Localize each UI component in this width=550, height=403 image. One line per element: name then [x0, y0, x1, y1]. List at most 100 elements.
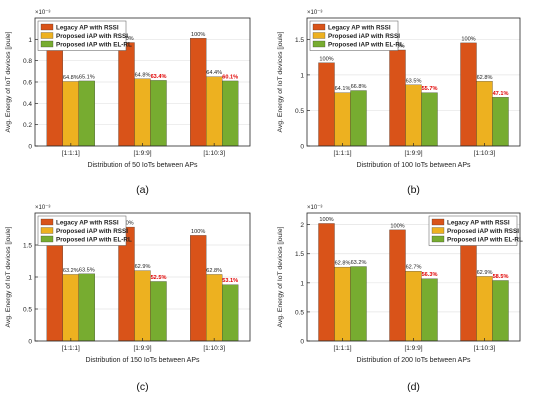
legend-entry: Proposed iAP with EL-RL	[56, 237, 132, 244]
x-tick-label: [1:9:9]	[404, 150, 422, 157]
legend-entry: Legacy AP with RSSI	[328, 25, 391, 32]
x-tick-label: [1:10:3]	[474, 345, 496, 352]
bar	[334, 266, 351, 342]
bar	[334, 92, 351, 147]
legend-swatch	[312, 32, 326, 39]
bar	[206, 76, 223, 147]
y-axis-label: Avg. Energy of IoT devices [joule]	[277, 31, 284, 132]
panel-caption: (d)	[407, 381, 420, 393]
bar	[78, 80, 95, 147]
legend-swatch	[312, 23, 326, 31]
bar	[222, 284, 239, 342]
y-exponent-label: ×10⁻³	[35, 10, 50, 16]
data-label: 100%	[119, 36, 133, 42]
y-tick-label: 2	[300, 222, 304, 229]
x-tick-label: [1:10:3]	[203, 345, 225, 352]
data-label: 63.2%	[351, 260, 367, 266]
data-label: 55.7%	[422, 86, 438, 92]
legend-entry: Proposed iAP with RSSI	[328, 33, 400, 40]
legend-swatch	[40, 235, 54, 243]
y-tick-label: 0.5	[23, 307, 32, 314]
y-tick-label: 1.5	[295, 37, 304, 44]
legend-swatch	[40, 32, 54, 39]
y-tick-label: 1	[300, 72, 304, 79]
data-label: 62.8%	[477, 75, 493, 81]
y-tick-label: 0.5	[295, 309, 304, 316]
data-label: 63.5%	[406, 78, 422, 84]
bar	[78, 273, 95, 342]
bar	[318, 223, 335, 342]
bar	[492, 97, 509, 147]
x-axis-label: Distribution of 100 IoTs between APs	[356, 162, 471, 169]
bar	[476, 81, 493, 147]
y-tick-label: 1.5	[23, 243, 32, 250]
x-tick-label: [1:9:9]	[404, 345, 422, 352]
data-label: 65.1%	[79, 74, 95, 80]
legend-swatch	[431, 235, 445, 243]
bar	[476, 276, 493, 342]
data-label: 64.8%	[63, 75, 79, 81]
y-tick-label: 1.5	[295, 251, 304, 258]
x-tick-label: [1:10:3]	[474, 150, 496, 157]
data-label: 60.1%	[222, 74, 238, 80]
bar	[190, 38, 207, 147]
x-tick-label: [1:1:1]	[62, 345, 80, 352]
legend-entry: Proposed iAP with EL-RL	[447, 237, 523, 244]
bar	[206, 274, 223, 342]
x-tick-label: [1:1:1]	[333, 345, 351, 352]
x-tick-label: [1:9:9]	[133, 345, 151, 352]
y-tick-label: 0	[300, 339, 304, 346]
y-tick-label: 1	[300, 280, 304, 287]
y-tick-label: 0	[28, 339, 32, 346]
bar	[46, 235, 63, 342]
bar	[405, 84, 422, 147]
bar	[134, 78, 151, 147]
panel-caption: (b)	[407, 184, 420, 196]
bar	[405, 271, 422, 342]
bar	[62, 274, 79, 342]
y-exponent-label: ×10⁻³	[307, 205, 322, 211]
legend-entry: Proposed iAP with RSSI	[447, 228, 519, 235]
data-label: 52.5%	[151, 275, 167, 281]
y-exponent-label: ×10⁻³	[307, 10, 322, 16]
data-label: 64.4%	[206, 70, 222, 76]
bar	[350, 90, 367, 147]
legend-entry: Legacy AP with RSSI	[56, 220, 119, 227]
y-tick-label: 0.5	[295, 108, 304, 115]
axes-frame	[34, 17, 251, 147]
legend-swatch	[40, 218, 54, 226]
y-axis-label: Avg. Energy of IoT devices [joule]	[5, 226, 12, 327]
bar	[118, 42, 135, 147]
bar	[460, 237, 477, 342]
data-label: 66.8%	[351, 84, 367, 90]
bar	[460, 42, 477, 147]
legend-swatch	[40, 40, 54, 48]
bar	[150, 281, 167, 342]
legend-entry: Proposed iAP with EL-RL	[56, 42, 132, 49]
legend-swatch	[431, 227, 445, 234]
data-label: 64.1%	[335, 86, 351, 92]
data-label: 63.2%	[63, 268, 79, 274]
legend-swatch	[40, 23, 54, 31]
axes-frame	[306, 17, 521, 147]
y-tick-label: 0.6	[23, 80, 32, 87]
data-label: 62.9%	[135, 264, 151, 270]
x-axis-label: Distribution of 200 IoTs between APs	[356, 357, 471, 364]
data-label: 58.5%	[493, 274, 509, 280]
bar	[190, 235, 207, 342]
data-label: 100%	[191, 32, 205, 38]
bar	[389, 49, 406, 147]
bar	[222, 80, 239, 147]
data-label: 62.7%	[406, 265, 422, 271]
data-label: 100%	[319, 56, 333, 62]
data-label: 62.8%	[206, 268, 222, 274]
bar	[318, 62, 335, 147]
x-tick-label: [1:1:1]	[62, 150, 80, 157]
data-label: 100%	[390, 223, 404, 229]
legend-entry: Legacy AP with RSSI	[56, 25, 119, 32]
